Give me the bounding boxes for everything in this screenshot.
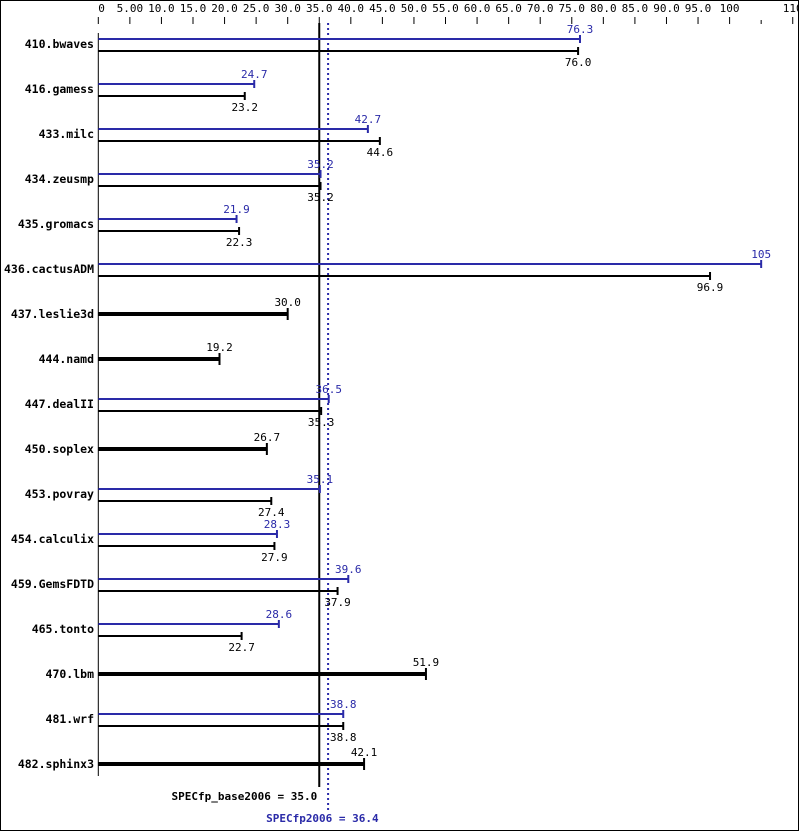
- benchmark-label: 437.leslie3d: [11, 307, 94, 321]
- peak-value-label: 21.9: [223, 203, 250, 216]
- x-tick-label: 55.0: [432, 2, 459, 15]
- base-value-label: 27.4: [258, 506, 285, 519]
- benchmark-label: 459.GemsFDTD: [11, 577, 94, 591]
- benchmark-label: 435.gromacs: [18, 217, 94, 231]
- peak-value-label: 35.1: [307, 473, 334, 486]
- x-tick-label: 75.0: [559, 2, 586, 15]
- x-tick-label: 10.0: [148, 2, 175, 15]
- benchmark-label: 450.soplex: [25, 442, 94, 456]
- x-tick-label: 65.0: [495, 2, 522, 15]
- x-tick-label: 70.0: [527, 2, 554, 15]
- peak-value-label: 24.7: [241, 68, 268, 81]
- benchmark-label: 447.dealII: [25, 397, 94, 411]
- peak-value-label: 76.3: [567, 23, 594, 36]
- x-tick-label: 30.0: [274, 2, 301, 15]
- benchmark-label: 416.gamess: [25, 82, 94, 96]
- x-tick-label: 95.0: [685, 2, 712, 15]
- base-value-label: 22.3: [226, 236, 253, 249]
- x-tick-label: 100: [720, 2, 740, 15]
- base-value-label: 26.7: [254, 431, 281, 444]
- peak-reference-label: SPECfp2006 = 36.4: [266, 812, 379, 825]
- benchmark-label: 434.zeusmp: [25, 172, 94, 186]
- peak-value-label: 39.6: [335, 563, 362, 576]
- base-value-label: 51.9: [413, 656, 440, 669]
- base-value-label: 23.2: [232, 101, 259, 114]
- base-value-label: 38.8: [330, 731, 357, 744]
- base-value-label: 27.9: [261, 551, 288, 564]
- x-tick-label: 45.0: [369, 2, 396, 15]
- benchmark-label: 465.tonto: [32, 622, 94, 636]
- peak-value-label: 105: [751, 248, 771, 261]
- peak-value-label: 36.5: [315, 383, 342, 396]
- peak-value-label: 38.8: [330, 698, 357, 711]
- x-tick-label: 85.0: [622, 2, 649, 15]
- x-tick-label: 60.0: [464, 2, 491, 15]
- base-value-label: 30.0: [274, 296, 301, 309]
- x-tick-label: 0: [98, 2, 105, 15]
- peak-value-label: 35.2: [307, 158, 334, 171]
- base-value-label: 42.1: [351, 746, 378, 759]
- x-tick-label: 15.0: [180, 2, 207, 15]
- x-tick-label: 25.0: [243, 2, 270, 15]
- benchmark-label: 436.cactusADM: [4, 262, 94, 276]
- benchmark-label: 482.sphinx3: [18, 757, 94, 771]
- base-value-label: 35.3: [308, 416, 335, 429]
- x-tick-label: 40.0: [338, 2, 365, 15]
- base-value-label: 76.0: [565, 56, 592, 69]
- benchmark-label: 410.bwaves: [25, 37, 94, 51]
- x-tick-label: 5.00: [117, 2, 144, 15]
- peak-value-label: 28.6: [266, 608, 293, 621]
- x-tick-label: 20.0: [211, 2, 238, 15]
- x-tick-label: 50.0: [401, 2, 428, 15]
- x-tick-label: 80.0: [590, 2, 617, 15]
- benchmark-label: 433.milc: [39, 127, 94, 141]
- benchmark-label: 453.povray: [25, 487, 94, 501]
- benchmark-label: 454.calculix: [11, 532, 94, 546]
- base-value-label: 35.2: [307, 191, 334, 204]
- base-value-label: 19.2: [206, 341, 233, 354]
- benchmark-label: 481.wrf: [46, 712, 95, 726]
- x-tick-label: 35.0: [306, 2, 333, 15]
- x-tick-label: 110: [783, 2, 798, 15]
- benchmark-label: 444.namd: [39, 352, 94, 366]
- peak-value-label: 28.3: [264, 518, 291, 531]
- base-value-label: 37.9: [324, 596, 351, 609]
- peak-value-label: 42.7: [355, 113, 382, 126]
- base-reference-label: SPECfp_base2006 = 35.0: [172, 790, 318, 803]
- x-tick-label: 90.0: [653, 2, 680, 15]
- base-value-label: 96.9: [697, 281, 724, 294]
- base-value-label: 22.7: [228, 641, 255, 654]
- base-value-label: 44.6: [367, 146, 394, 159]
- benchmark-label: 470.lbm: [46, 667, 95, 681]
